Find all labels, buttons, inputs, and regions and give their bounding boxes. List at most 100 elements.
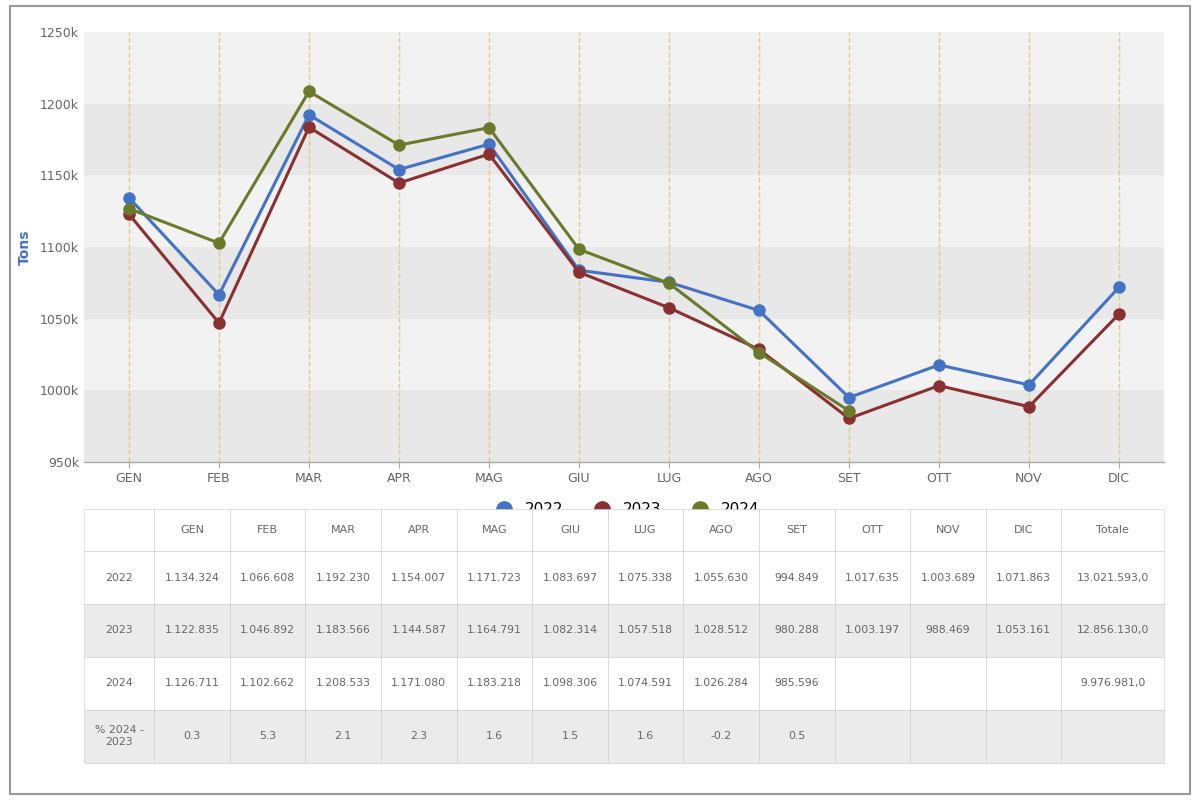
- 2022: [572, 266, 587, 275]
- Text: % 2024 -
2023: % 2024 - 2023: [95, 726, 144, 747]
- Bar: [457, 509, 533, 551]
- Text: 1.071.863: 1.071.863: [996, 573, 1051, 582]
- 2022: [212, 290, 227, 299]
- Text: 0.3: 0.3: [184, 731, 200, 742]
- 2022: [662, 278, 677, 287]
- 2023: [302, 122, 317, 132]
- Text: 1.003.197: 1.003.197: [845, 626, 900, 635]
- 2024: [212, 238, 227, 248]
- Text: 1.074.591: 1.074.591: [618, 678, 673, 688]
- Bar: [457, 657, 533, 710]
- Text: 1.098.306: 1.098.306: [542, 678, 598, 688]
- Bar: [230, 657, 306, 710]
- Bar: [84, 509, 155, 551]
- Bar: [986, 551, 1062, 604]
- Text: MAG: MAG: [481, 525, 508, 535]
- Bar: [986, 604, 1062, 657]
- Text: 1.126.711: 1.126.711: [164, 678, 220, 688]
- Text: 2.3: 2.3: [410, 731, 427, 742]
- Bar: [911, 509, 986, 551]
- Bar: [382, 604, 457, 657]
- Text: 1.192.230: 1.192.230: [316, 573, 371, 582]
- Text: OTT: OTT: [862, 525, 883, 535]
- Bar: [84, 247, 1164, 318]
- Bar: [84, 710, 155, 762]
- 2024: [842, 406, 857, 416]
- 2023: [1112, 310, 1127, 319]
- Bar: [911, 710, 986, 762]
- Bar: [382, 509, 457, 551]
- Line: 2024: 2024: [124, 86, 854, 416]
- Bar: [155, 509, 230, 551]
- Bar: [84, 657, 155, 710]
- Bar: [684, 657, 760, 710]
- Text: 1.028.512: 1.028.512: [694, 626, 749, 635]
- Bar: [986, 710, 1062, 762]
- 2024: [572, 245, 587, 254]
- Bar: [84, 551, 155, 604]
- Bar: [684, 551, 760, 604]
- Bar: [84, 390, 1164, 462]
- Bar: [306, 604, 382, 657]
- 2024: [482, 123, 497, 133]
- Text: 1.134.324: 1.134.324: [164, 573, 220, 582]
- 2022: [751, 306, 767, 315]
- Text: 988.469: 988.469: [925, 626, 971, 635]
- Text: AGO: AGO: [709, 525, 733, 535]
- Bar: [533, 604, 608, 657]
- Bar: [382, 710, 457, 762]
- Bar: [1062, 509, 1164, 551]
- 2023: [212, 318, 227, 328]
- Text: 1.075.338: 1.075.338: [618, 573, 673, 582]
- Text: 0.5: 0.5: [788, 731, 805, 742]
- 2023: [842, 414, 857, 423]
- Bar: [533, 509, 608, 551]
- Text: 1.5: 1.5: [562, 731, 578, 742]
- 2022: [842, 393, 857, 402]
- 2024: [662, 278, 677, 288]
- Text: GIU: GIU: [560, 525, 580, 535]
- Bar: [1062, 710, 1164, 762]
- Legend: 2022, 2023, 2024: 2022, 2023, 2024: [482, 496, 766, 523]
- Bar: [911, 604, 986, 657]
- Bar: [684, 710, 760, 762]
- 2023: [662, 303, 677, 313]
- Text: 1.082.314: 1.082.314: [542, 626, 598, 635]
- Bar: [684, 509, 760, 551]
- Bar: [911, 657, 986, 710]
- Bar: [760, 657, 835, 710]
- Text: 12.856.130,0: 12.856.130,0: [1076, 626, 1148, 635]
- Text: 1.208.533: 1.208.533: [316, 678, 371, 688]
- 2022: [932, 360, 947, 370]
- 2022: [482, 139, 497, 149]
- Text: 980.288: 980.288: [774, 626, 820, 635]
- Text: 1.183.218: 1.183.218: [467, 678, 522, 688]
- Bar: [306, 657, 382, 710]
- Text: NOV: NOV: [936, 525, 960, 535]
- Bar: [84, 604, 155, 657]
- Text: 1.122.835: 1.122.835: [164, 626, 220, 635]
- 2023: [482, 150, 497, 159]
- Bar: [760, 604, 835, 657]
- Text: APR: APR: [408, 525, 430, 535]
- Text: -0.2: -0.2: [710, 731, 732, 742]
- Text: 9.976.981,0: 9.976.981,0: [1080, 678, 1145, 688]
- Bar: [835, 657, 911, 710]
- 2022: [391, 165, 406, 174]
- Bar: [155, 604, 230, 657]
- Text: 1.066.608: 1.066.608: [240, 573, 295, 582]
- Bar: [457, 710, 533, 762]
- Text: 1.055.630: 1.055.630: [694, 573, 749, 582]
- 2023: [751, 345, 767, 354]
- Text: 1.102.662: 1.102.662: [240, 678, 295, 688]
- 2022: [302, 110, 317, 119]
- Bar: [608, 551, 684, 604]
- Text: 1.083.697: 1.083.697: [542, 573, 598, 582]
- Bar: [84, 32, 1164, 104]
- 2024: [122, 204, 137, 214]
- 2023: [1022, 402, 1037, 411]
- Bar: [986, 509, 1062, 551]
- 2024: [302, 86, 317, 96]
- 2023: [932, 381, 947, 390]
- Bar: [760, 509, 835, 551]
